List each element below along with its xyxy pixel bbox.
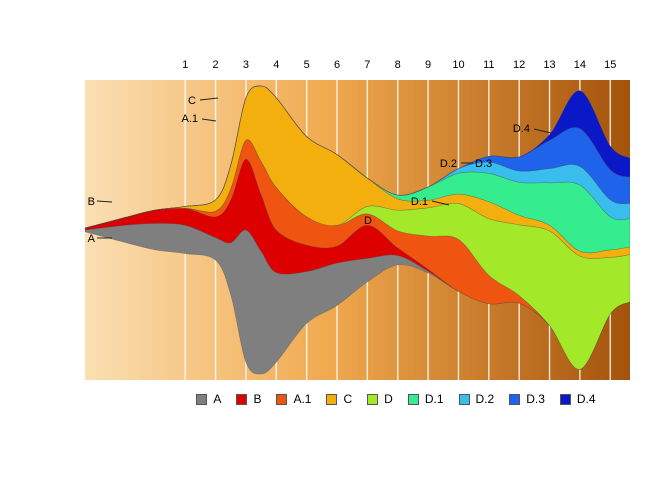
streams-group bbox=[85, 85, 630, 375]
stream-d-4[interactable] bbox=[85, 85, 630, 229]
legend-label: D.3 bbox=[526, 392, 545, 406]
annotation-leader-line bbox=[533, 128, 552, 134]
x-axis-tick-label: 1 bbox=[182, 59, 188, 71]
annotation-label-d-1: D.1 bbox=[411, 196, 428, 208]
legend-swatch-icon bbox=[367, 393, 379, 405]
legend-label: C bbox=[343, 392, 353, 406]
annotation-label-a-1: A.1 bbox=[181, 113, 198, 125]
stream-d-2[interactable] bbox=[85, 85, 630, 229]
legend-item-d-3[interactable]: D.3 bbox=[509, 392, 545, 406]
annotation-label-c: C bbox=[188, 95, 196, 107]
legend-item-d[interactable]: D bbox=[367, 392, 393, 406]
legend-swatch-icon bbox=[196, 393, 208, 405]
annotation-label-a: A bbox=[88, 233, 96, 245]
annotation-leader-line bbox=[96, 200, 113, 203]
x-axis-tick-label: 14 bbox=[574, 59, 586, 71]
legend-label: D.4 bbox=[576, 392, 596, 406]
legend-swatch-icon bbox=[407, 393, 419, 405]
legend-item-a[interactable]: A bbox=[196, 392, 221, 406]
legend-label: D bbox=[384, 392, 393, 406]
annotation-leader-line bbox=[431, 200, 450, 206]
x-axis-tick-label: 9 bbox=[425, 59, 431, 71]
stream-d-3[interactable] bbox=[85, 85, 630, 229]
annotation-label-d: D bbox=[364, 215, 372, 227]
x-axis-tick-label: 7 bbox=[364, 59, 370, 71]
legend-swatch-icon bbox=[326, 393, 338, 405]
annotation-label-d-3: D.3 bbox=[475, 158, 492, 170]
stream-c[interactable] bbox=[85, 85, 630, 259]
annotation-label-d-2: D.2 bbox=[440, 158, 457, 170]
annotation-label-b: B bbox=[88, 196, 95, 208]
x-axis-tick-label: 11 bbox=[483, 59, 494, 71]
x-axis-tick-label: 10 bbox=[452, 59, 464, 71]
stream-d-1[interactable] bbox=[85, 85, 630, 254]
legend-label: B bbox=[253, 392, 262, 406]
annotation-leader-line bbox=[199, 97, 219, 101]
legend-swatch-icon bbox=[559, 393, 571, 405]
x-axis-tick-label: 12 bbox=[513, 59, 525, 71]
legend-item-d-2[interactable]: D.2 bbox=[458, 392, 495, 406]
annotation-leader-line bbox=[201, 118, 217, 122]
x-axis-tick-label: 5 bbox=[304, 59, 310, 71]
legend-item-d-4[interactable]: D.4 bbox=[559, 392, 596, 406]
legend-item-c[interactable]: C bbox=[326, 392, 352, 406]
legend-item-b[interactable]: B bbox=[236, 392, 261, 406]
x-axis-tick-label: 13 bbox=[543, 59, 555, 71]
legend-item-a-1[interactable]: A.1 bbox=[276, 392, 311, 406]
x-axis-tick-label: 2 bbox=[212, 59, 218, 71]
legend-label: A.1 bbox=[293, 392, 312, 406]
legend-label: D.2 bbox=[475, 392, 495, 406]
legend-swatch-icon bbox=[236, 393, 248, 405]
legend-swatch-icon bbox=[458, 393, 470, 405]
annotation-label-d-4: D.4 bbox=[513, 123, 530, 135]
x-axis-tick-label: 4 bbox=[273, 59, 279, 71]
legend-label: D.1 bbox=[424, 392, 444, 406]
legend: A B A.1 C D D.1 D.2 D.3 D.4 bbox=[60, 392, 672, 406]
x-axis-tick-label: 15 bbox=[604, 59, 616, 71]
legend-swatch-icon bbox=[276, 393, 288, 405]
legend-label: A bbox=[213, 392, 222, 406]
x-axis-tick-label: 3 bbox=[243, 59, 249, 71]
legend-item-d-1[interactable]: D.1 bbox=[407, 392, 444, 406]
x-axis-tick-label: 6 bbox=[334, 59, 340, 71]
x-axis-tick-label: 8 bbox=[395, 59, 401, 71]
legend-swatch-icon bbox=[509, 393, 521, 405]
